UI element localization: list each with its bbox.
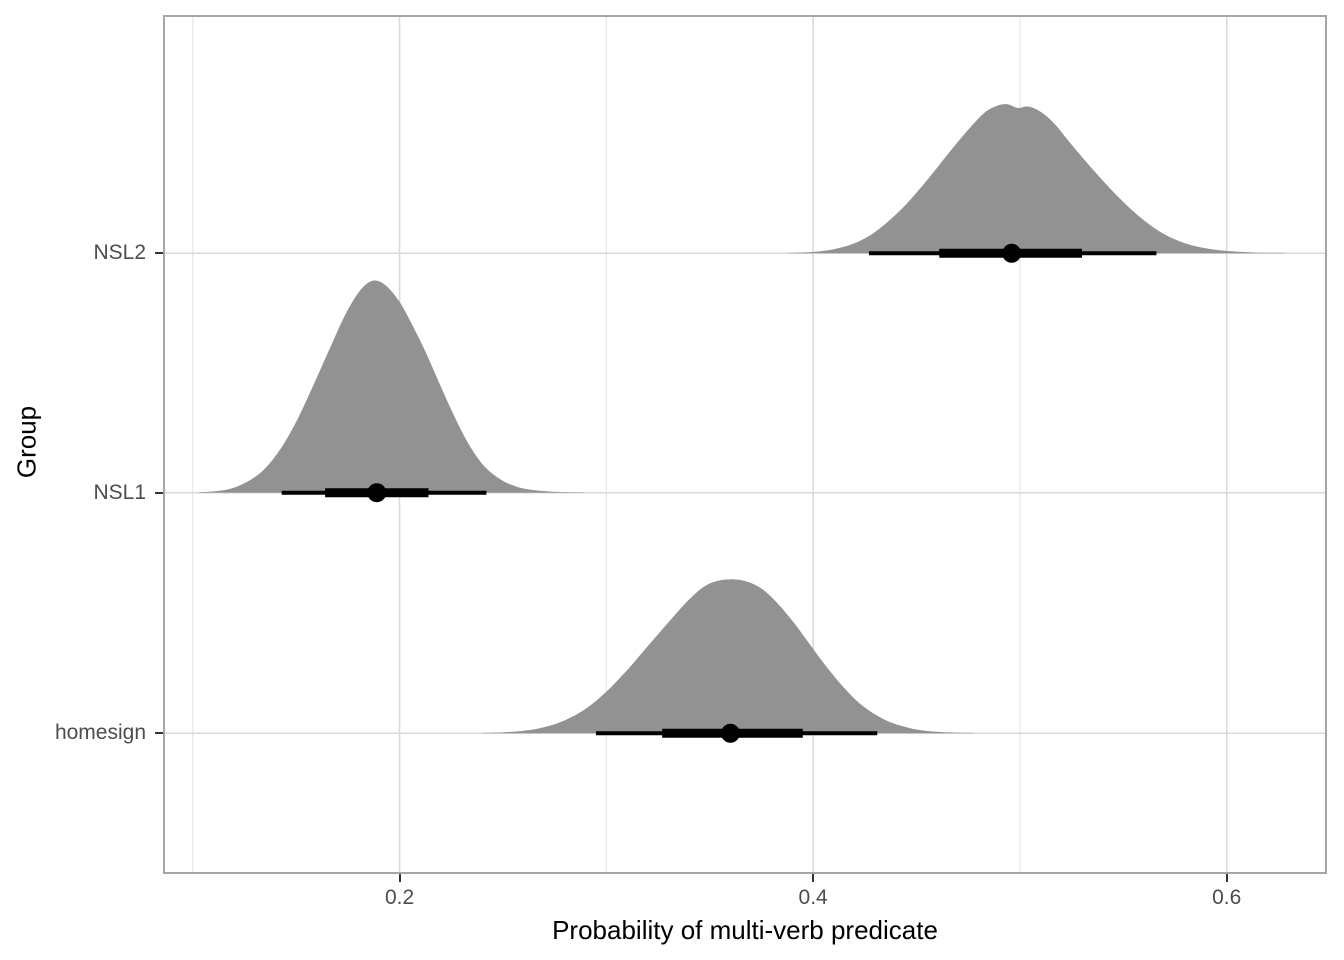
density-slab-homesign — [482, 579, 975, 734]
x-tick-label: 0.4 — [798, 886, 828, 909]
plot-area-svg — [163, 15, 1327, 874]
y-axis-title: Group — [11, 405, 42, 479]
panel-border — [163, 15, 1327, 874]
x-tick-label: 0.6 — [1212, 886, 1242, 909]
y-tick-mark — [155, 732, 163, 735]
point-estimate-homesign — [720, 723, 740, 743]
y-tick-label: NSL1 — [93, 480, 146, 504]
x-tick-mark — [398, 874, 401, 882]
point-estimate-nsl2 — [1002, 243, 1022, 263]
x-tick-label: 0.2 — [384, 886, 415, 909]
x-axis-title: Probability of multi-verb predicate — [552, 915, 938, 945]
y-tick-mark — [155, 252, 163, 255]
x-tick-mark — [1225, 874, 1228, 882]
x-tick-mark — [812, 874, 815, 882]
y-tick-mark — [155, 491, 163, 494]
plot-panel — [163, 15, 1327, 874]
y-tick-label: NSL2 — [93, 241, 146, 265]
point-estimate-nsl1 — [367, 483, 387, 503]
y-tick-label: homesign — [54, 721, 146, 745]
density-slab-nsl1 — [199, 280, 584, 493]
density-slab-nsl2 — [788, 104, 1285, 254]
